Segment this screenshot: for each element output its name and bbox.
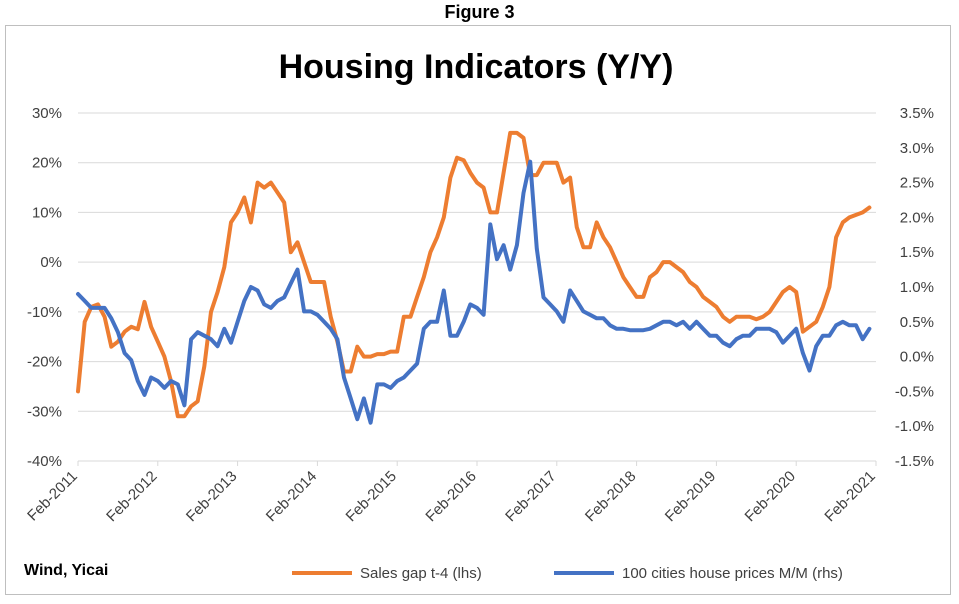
y-left-tick-label: 10% xyxy=(32,204,62,221)
y-left-tick-label: -40% xyxy=(27,453,62,470)
x-tick-label: Feb-2014 xyxy=(263,468,320,525)
x-axis: Feb-2011 Feb-2012 Feb-2013 Feb-2014 Feb-2015… xyxy=(24,460,879,525)
series-line-house-prices xyxy=(76,159,872,425)
chart-frame: Housing Indicators (Y/Y) 30% 20% 10% 0% -10%… xyxy=(5,25,951,595)
y-right-tick-label: 3.5% xyxy=(900,105,934,122)
x-tick-label: Feb-2011 xyxy=(24,468,81,525)
y-left-tick-label: -10% xyxy=(27,304,62,321)
y-axis-left: 30% 20% 10% 0% -10% -20% -30% -40% xyxy=(27,105,62,470)
gridlines xyxy=(78,112,876,462)
series-lines xyxy=(76,130,872,425)
y-right-tick-label: 3.0% xyxy=(900,140,934,157)
y-right-tick-label: 2.0% xyxy=(900,209,934,226)
legend: Sales gap t-4 (lhs) 100 cities house pric… xyxy=(292,565,843,582)
y-left-tick-label: 20% xyxy=(32,155,62,172)
x-tick-label: Feb-2019 xyxy=(662,468,719,525)
y-axis-right: 3.5% 3.0% 2.5% 2.0% 1.5% 1.0% 0.5% 0.0% -0.5% -1.… xyxy=(895,105,934,470)
x-tick-label: Feb-2021 xyxy=(821,468,878,525)
y-right-tick-label: 0.0% xyxy=(900,349,934,366)
y-right-tick-label: 2.5% xyxy=(900,175,934,192)
y-left-tick-label: -20% xyxy=(27,354,62,371)
figure-label: Figure 3 xyxy=(444,2,515,22)
y-right-tick-label: 1.0% xyxy=(900,279,934,296)
chart-title: Housing Indicators (Y/Y) xyxy=(279,48,674,86)
x-tick-label: Feb-2015 xyxy=(343,468,400,525)
source-label: Wind, Yicai xyxy=(24,562,109,579)
legend-label: Sales gap t-4 (lhs) xyxy=(360,565,482,582)
y-left-tick-label: 0% xyxy=(40,254,62,271)
series-line-sales-gap xyxy=(76,130,872,419)
x-tick-label: Feb-2013 xyxy=(183,468,240,525)
y-right-tick-label: -0.5% xyxy=(895,383,934,400)
x-tick-label: Feb-2020 xyxy=(742,468,799,525)
y-right-tick-label: 0.5% xyxy=(900,314,934,331)
legend-label: 100 cities house prices M/M (rhs) xyxy=(622,565,843,582)
x-tick-label: Feb-2017 xyxy=(502,468,559,525)
y-right-tick-label: -1.0% xyxy=(895,418,934,435)
x-tick-label: Feb-2016 xyxy=(422,468,479,525)
x-tick-label: Feb-2018 xyxy=(582,468,639,525)
x-tick-label: Feb-2012 xyxy=(103,468,160,525)
y-left-tick-label: -30% xyxy=(27,403,62,420)
y-right-tick-label: -1.5% xyxy=(895,453,934,470)
y-right-tick-label: 1.5% xyxy=(900,244,934,261)
y-left-tick-label: 30% xyxy=(32,105,62,122)
line-chart: Housing Indicators (Y/Y) 30% 20% 10% 0% -10%… xyxy=(24,48,934,582)
